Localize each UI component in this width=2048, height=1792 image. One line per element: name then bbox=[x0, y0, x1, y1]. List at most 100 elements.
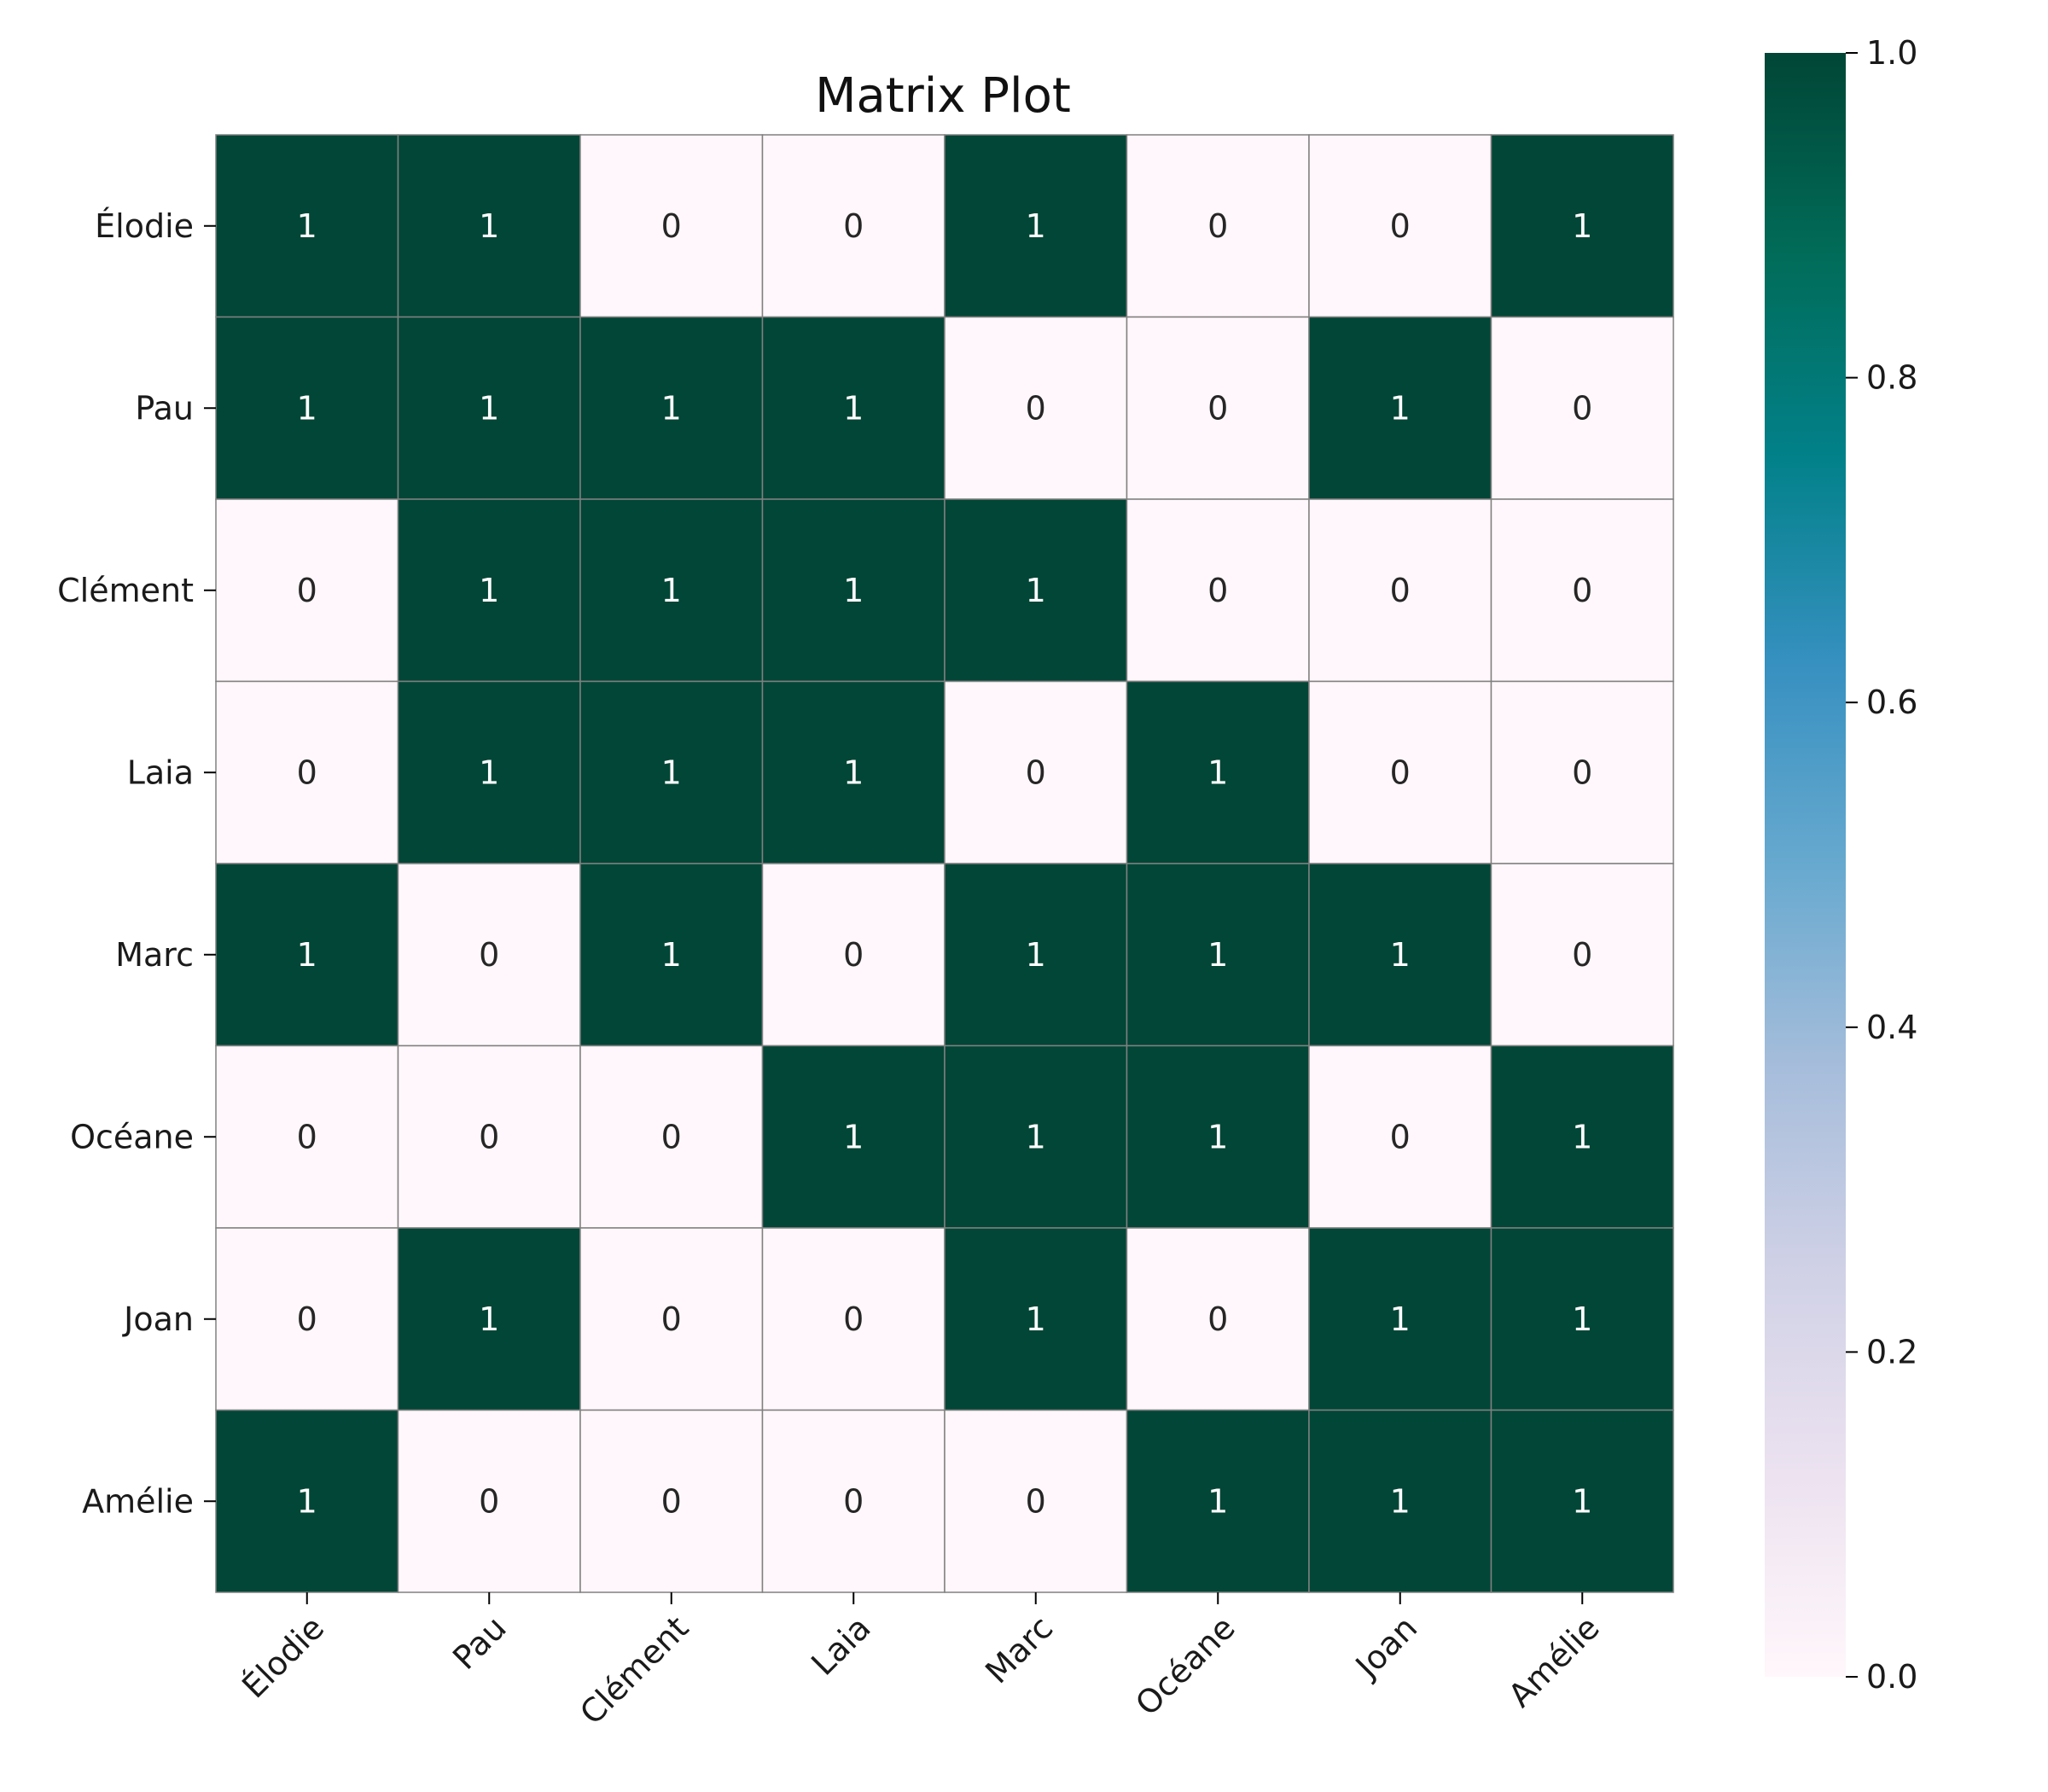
cell-value-label: 1 bbox=[1390, 1482, 1411, 1520]
heatmap-cell bbox=[397, 316, 581, 500]
heatmap-cell bbox=[1126, 1044, 1310, 1229]
cell-value-label: 1 bbox=[661, 572, 682, 609]
cell-value-label: 0 bbox=[661, 1482, 682, 1520]
heatmap-cell bbox=[215, 498, 399, 683]
cell-value-label: 0 bbox=[297, 753, 317, 791]
column-tick-label: Joan bbox=[1347, 1609, 1424, 1685]
heatmap-cell bbox=[579, 863, 764, 1047]
heatmap-cell bbox=[397, 863, 581, 1047]
heatmap-cell bbox=[761, 316, 945, 500]
heatmap-cell bbox=[1126, 1409, 1310, 1593]
cell-value-label: 0 bbox=[1390, 1118, 1411, 1155]
cell-value-label: 0 bbox=[1026, 389, 1046, 427]
cell-value-label: 1 bbox=[1207, 1118, 1228, 1155]
cell-value-label: 1 bbox=[1572, 1300, 1592, 1338]
cell-value-label: 1 bbox=[1390, 1300, 1411, 1338]
column-tick-label: Laia bbox=[804, 1609, 877, 1682]
cell-value-label: 1 bbox=[1207, 1482, 1228, 1520]
heatmap-cell bbox=[944, 498, 1128, 683]
cell-value-label: 1 bbox=[661, 753, 682, 791]
cell-value-label: 0 bbox=[1207, 207, 1228, 245]
cell-value-label: 1 bbox=[479, 389, 499, 427]
heatmap-cell bbox=[944, 1044, 1128, 1229]
heatmap-cell bbox=[1126, 863, 1310, 1047]
colorbar-tick-label: 0.4 bbox=[1866, 1009, 1917, 1046]
column-tick-label: Élodie bbox=[235, 1609, 331, 1705]
cell-value-label: 0 bbox=[843, 207, 864, 245]
heatmap-cell bbox=[397, 1044, 581, 1229]
cell-value-label: 0 bbox=[843, 1300, 864, 1338]
heatmap-cell bbox=[761, 134, 945, 318]
heatmap-cell bbox=[579, 680, 764, 864]
cell-value-label: 1 bbox=[297, 1482, 317, 1520]
cell-value-label: 0 bbox=[843, 936, 864, 974]
cell-value-label: 0 bbox=[1572, 389, 1592, 427]
cell-value-label: 0 bbox=[479, 1482, 499, 1520]
heatmap-cell bbox=[1490, 1409, 1674, 1593]
column-tick-label: Océane bbox=[1128, 1609, 1242, 1723]
cell-value-label: 1 bbox=[661, 936, 682, 974]
heatmap-cell bbox=[1126, 498, 1310, 683]
heatmap-cell bbox=[944, 680, 1128, 864]
cell-value-label: 1 bbox=[1390, 389, 1411, 427]
heatmap-cell bbox=[761, 863, 945, 1047]
colorbar: 0.0 0.2 0.4 0.6 0.8 1.0 bbox=[1765, 34, 1917, 1696]
heatmap-cell bbox=[1490, 863, 1674, 1047]
heatmap-cell bbox=[1490, 498, 1674, 683]
row-tick-label: Marc bbox=[115, 936, 194, 974]
colorbar-tick-label: 0.8 bbox=[1866, 359, 1917, 397]
column-tick-label: Clément bbox=[573, 1609, 695, 1731]
cell-value-label: 1 bbox=[297, 207, 317, 245]
heatmap-cell bbox=[1308, 1044, 1492, 1229]
cell-value-label: 0 bbox=[843, 1482, 864, 1520]
cell-value-label: 0 bbox=[1026, 753, 1046, 791]
heatmap-cell bbox=[1308, 316, 1492, 500]
cell-value-label: 0 bbox=[1390, 572, 1411, 609]
heatmap-cell bbox=[215, 134, 399, 318]
cell-value-label: 1 bbox=[1207, 936, 1228, 974]
heatmap-cell bbox=[579, 134, 764, 318]
cell-value-label: 1 bbox=[297, 389, 317, 427]
heatmap-cell bbox=[397, 134, 581, 318]
colorbar-tick-label: 0.0 bbox=[1866, 1658, 1917, 1696]
colorbar-tick-label: 1.0 bbox=[1866, 34, 1917, 72]
cell-value-label: 1 bbox=[1390, 936, 1411, 974]
heatmap-cell bbox=[1308, 863, 1492, 1047]
heatmap-cell bbox=[1126, 134, 1310, 318]
row-tick-label: Élodie bbox=[95, 207, 194, 245]
cell-value-label: 1 bbox=[1026, 1118, 1046, 1155]
heatmap-cell bbox=[1490, 134, 1674, 318]
cell-value-label: 1 bbox=[1572, 1482, 1592, 1520]
column-labels: Élodie Pau Clément Laia Marc Océane Joan Amélie bbox=[235, 1592, 1607, 1732]
row-tick-label: Amélie bbox=[82, 1482, 194, 1520]
cell-value-label: 1 bbox=[1572, 207, 1592, 245]
heatmap-cell bbox=[944, 1409, 1128, 1593]
heatmap-cell bbox=[1308, 498, 1492, 683]
heatmap-cell bbox=[944, 134, 1128, 318]
cell-value-label: 1 bbox=[297, 936, 317, 974]
cell-value-label: 0 bbox=[1572, 936, 1592, 974]
cell-value-label: 0 bbox=[1207, 572, 1228, 609]
heatmap-cell bbox=[397, 498, 581, 683]
column-tick-label: Amélie bbox=[1501, 1609, 1607, 1714]
chart-title: Matrix Plot bbox=[815, 68, 1071, 124]
colorbar-tick-label: 0.6 bbox=[1866, 684, 1917, 721]
cell-value-label: 1 bbox=[479, 207, 499, 245]
heatmap-cell bbox=[215, 1227, 399, 1411]
cell-value-label: 0 bbox=[297, 572, 317, 609]
cell-value-label: 1 bbox=[479, 572, 499, 609]
heatmap-cell bbox=[944, 316, 1128, 500]
cell-value-label: 0 bbox=[661, 1300, 682, 1338]
heatmap-cell bbox=[1308, 1227, 1492, 1411]
heatmap-cell bbox=[215, 680, 399, 864]
cell-value-label: 0 bbox=[1390, 207, 1411, 245]
cell-value-label: 1 bbox=[843, 753, 864, 791]
row-tick-label: Pau bbox=[135, 389, 194, 427]
cell-value-label: 0 bbox=[1207, 1300, 1228, 1338]
cell-value-label: 0 bbox=[1390, 753, 1411, 791]
row-tick-label: Laia bbox=[127, 753, 194, 791]
heatmap-cell bbox=[579, 1044, 764, 1229]
cell-value-label: 1 bbox=[1026, 572, 1046, 609]
cell-value-label: 1 bbox=[843, 572, 864, 609]
